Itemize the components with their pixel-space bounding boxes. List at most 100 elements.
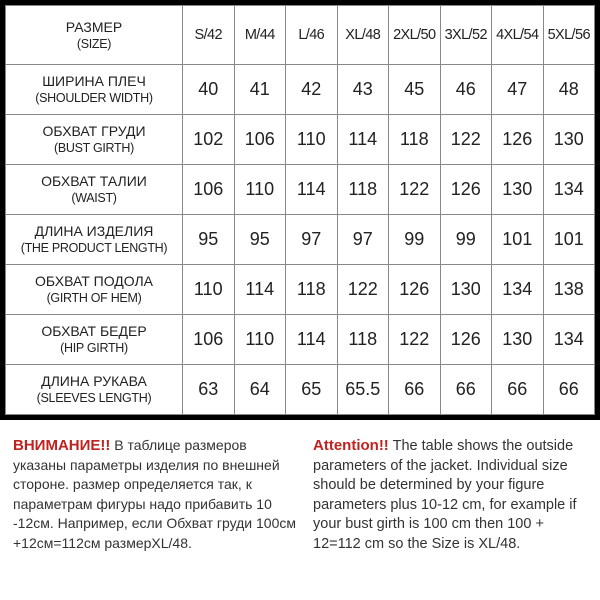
row-label-cell: ОБХВАТ ТАЛИИ (WAIST): [5, 164, 183, 215]
row-label-ru: ДЛИНА РУКАВА: [41, 373, 147, 389]
value-cell: 47: [491, 64, 544, 115]
size-header-cell: M/44: [233, 5, 286, 65]
value-cell: 122: [336, 264, 389, 315]
value-cell: 110: [285, 114, 338, 165]
value-cell: 110: [182, 264, 235, 315]
value-cell: 95: [233, 214, 286, 265]
header-label-ru: РАЗМЕР: [65, 18, 123, 35]
value-cell: 118: [336, 164, 389, 215]
value-cell: 110: [233, 164, 286, 215]
value-cell: 126: [491, 114, 544, 165]
row-label-cell: ОБХВАТ ГРУДИ (BUST GIRTH): [5, 114, 183, 165]
value-cell: 130: [439, 264, 492, 315]
row-label-ru: ОБХВАТ ПОДОЛА: [34, 273, 154, 289]
value-cell: 42: [285, 64, 338, 115]
value-cell: 40: [182, 64, 235, 115]
value-cell: 66: [491, 364, 544, 415]
value-cell: 101: [491, 214, 544, 265]
value-cell: 114: [233, 264, 286, 315]
value-cell: 122: [388, 314, 441, 365]
size-header-cell: 2XL/50: [388, 5, 441, 65]
header-label-en: (SIZE): [76, 36, 112, 51]
value-cell: 130: [491, 164, 544, 215]
value-cell: 126: [439, 164, 492, 215]
value-cell: 99: [388, 214, 441, 265]
row-label-ru: ОБХВАТ ТАЛИИ: [41, 173, 147, 189]
size-chart-table: РАЗМЕР (SIZE) S/42 M/44 L/46 XL/48 2XL/50 3XL…: [5, 5, 595, 415]
row-label-cell: ОБХВАТ ПОДОЛА (GIRTH OF HEM): [5, 264, 183, 315]
table-row: ОБХВАТ ПОДОЛА (GIRTH OF HEM) 110 114 118 122 1…: [5, 264, 595, 315]
value-cell: 65.5: [336, 364, 389, 415]
value-cell: 99: [439, 214, 492, 265]
value-cell: 118: [388, 114, 441, 165]
value-cell: 97: [336, 214, 389, 265]
value-cell: 64: [233, 364, 286, 415]
row-label-cell: ДЛИНА РУКАВА (SLEEVES LENGTH): [5, 364, 183, 415]
header-label-cell: РАЗМЕР (SIZE): [5, 5, 183, 65]
table-row: ДЛИНА ИЗДЕЛИЯ (THE PRODUCT LENGTH) 95 95 97 9…: [5, 214, 595, 265]
value-cell: 118: [336, 314, 389, 365]
value-cell: 63: [182, 364, 235, 415]
value-cell: 66: [542, 364, 595, 415]
value-cell: 101: [542, 214, 595, 265]
value-cell: 66: [388, 364, 441, 415]
row-label-en: (WAIST): [71, 191, 117, 205]
value-cell: 126: [439, 314, 492, 365]
table-row: ОБХВАТ ГРУДИ (BUST GIRTH) 102 106 110 114 118 1…: [5, 114, 595, 165]
size-header-cell: 3XL/52: [439, 5, 492, 65]
value-cell: 118: [285, 264, 338, 315]
warning-en: Attention!!: [313, 437, 389, 454]
row-label-cell: ШИРИНА ПЛЕЧ (SHOULDER WIDTH): [5, 64, 183, 115]
table-row: ШИРИНА ПЛЕЧ (SHOULDER WIDTH) 40 41 42 43 45 46 4…: [5, 64, 595, 115]
value-cell: 134: [542, 314, 595, 365]
value-cell: 106: [182, 164, 235, 215]
size-header-cell: L/46: [285, 5, 338, 65]
row-label-cell: ОБХВАТ БЕДЕР (HIP GIRTH): [5, 314, 183, 365]
value-cell: 134: [542, 164, 595, 215]
row-label-en: (HIP GIRTH): [60, 341, 128, 355]
size-header-cell: 4XL/54: [491, 5, 544, 65]
value-cell: 43: [336, 64, 389, 115]
value-cell: 110: [233, 314, 286, 365]
value-cell: 66: [439, 364, 492, 415]
row-label-ru: ОБХВАТ ГРУДИ: [42, 123, 146, 139]
value-cell: 48: [542, 64, 595, 115]
value-cell: 114: [285, 314, 338, 365]
value-cell: 41: [233, 64, 286, 115]
size-header-cell: XL/48: [336, 5, 389, 65]
note-ru-text: В таблице размеров указаны параметры изд…: [13, 437, 297, 551]
warning-ru: ВНИМАНИЕ!!: [13, 437, 111, 454]
value-cell: 45: [388, 64, 441, 115]
value-cell: 138: [542, 264, 595, 315]
table-header-row: РАЗМЕР (SIZE) S/42 M/44 L/46 XL/48 2XL/50 3XL…: [5, 5, 595, 65]
row-label-ru: ОБХВАТ БЕДЕР: [41, 323, 147, 339]
value-cell: 106: [233, 114, 286, 165]
row-label-en: (THE PRODUCT LENGTH): [20, 241, 168, 255]
note-russian: ВНИМАНИЕ!! В таблице размеров указаны па…: [13, 436, 298, 553]
row-label-en: (GIRTH OF HEM): [46, 291, 142, 305]
row-label-en: (SLEEVES LENGTH): [36, 391, 152, 405]
value-cell: 97: [285, 214, 338, 265]
row-label-ru: ДЛИНА ИЗДЕЛИЯ: [34, 223, 154, 239]
value-cell: 134: [491, 264, 544, 315]
size-header-cell: 5XL/56: [542, 5, 595, 65]
size-header-cell: S/42: [182, 5, 235, 65]
value-cell: 46: [439, 64, 492, 115]
value-cell: 114: [285, 164, 338, 215]
value-cell: 122: [439, 114, 492, 165]
value-cell: 130: [491, 314, 544, 365]
value-cell: 126: [388, 264, 441, 315]
value-cell: 106: [182, 314, 235, 365]
note-english: Attention!! The table shows the outside …: [313, 436, 591, 554]
row-label-en: (BUST GIRTH): [54, 141, 134, 155]
row-label-en: (SHOULDER WIDTH): [35, 91, 153, 105]
row-label-ru: ШИРИНА ПЛЕЧ: [42, 73, 146, 89]
value-cell: 95: [182, 214, 235, 265]
table-row: ДЛИНА РУКАВА (SLEEVES LENGTH) 63 64 65 65.5 66…: [5, 364, 595, 415]
note-en-text: The table shows the outside parameters o…: [313, 438, 577, 552]
table-row: ОБХВАТ БЕДЕР (HIP GIRTH) 106 110 114 118 122 12…: [5, 314, 595, 365]
value-cell: 102: [182, 114, 235, 165]
value-cell: 114: [336, 114, 389, 165]
value-cell: 122: [388, 164, 441, 215]
table-row: ОБХВАТ ТАЛИИ (WAIST) 106 110 114 118 122 126 130…: [5, 164, 595, 215]
